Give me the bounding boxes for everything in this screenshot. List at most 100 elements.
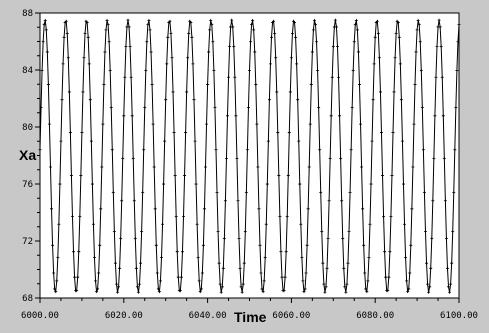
data-point [265,182,269,186]
data-point [414,50,418,54]
data-point [444,237,448,241]
data-point [42,22,46,26]
data-point [409,243,413,247]
data-point [133,237,137,241]
data-point [445,266,449,270]
data-point [331,45,335,49]
data-point [426,282,430,286]
data-point [88,98,92,102]
data-point [103,50,107,54]
data-point [300,256,304,260]
data-point [172,131,176,135]
data-point [407,287,411,291]
x-axis-title: Time [234,309,267,325]
x-tick-label: 6100.00 [440,311,478,321]
series-layer [38,18,461,294]
data-point [51,243,55,247]
data-point [52,271,56,275]
data-point [427,290,431,294]
data-point [126,18,130,22]
data-point [251,18,255,22]
data-point [370,139,374,143]
data-point [367,256,371,260]
data-point [325,266,329,270]
data-point [111,190,115,194]
data-point [422,190,426,194]
data-point [262,279,266,283]
data-point [200,271,204,275]
data-point [355,28,359,32]
data-point [123,75,127,79]
data-point [182,215,186,219]
data-point [176,275,180,279]
data-point [119,237,123,241]
data-point [173,174,177,178]
data-point [41,40,45,44]
data-point [213,106,217,110]
data-point [317,106,321,110]
data-point [392,90,396,94]
y-tick-label: 80 [22,123,33,133]
data-point [55,279,59,283]
data-point [244,190,248,194]
data-point [342,266,346,270]
data-point [169,31,173,35]
data-point [345,282,349,286]
data-point [134,266,138,270]
data-point [116,290,120,294]
data-point [338,114,342,118]
data-point [165,62,169,66]
data-point [241,282,245,286]
axis-layer: 68 72 76 80 84 88 6000.00 6020.00 6040.00 6060.00… [21,9,478,321]
data-point [110,148,114,152]
data-point [196,256,200,260]
data-point [260,287,264,291]
data-point [78,215,82,219]
data-point [231,25,235,29]
data-point [366,279,370,283]
y-tick-label: 68 [22,294,33,304]
data-point [264,222,268,226]
data-point [256,165,260,169]
data-point [270,35,273,39]
data-point [452,190,456,194]
data-point [112,230,116,234]
data-point [359,122,363,126]
data-point [145,40,149,44]
data-point [62,35,66,39]
data-point [227,75,231,79]
data-point [329,114,333,118]
data-point [185,90,189,94]
data-point [417,22,421,26]
data-point [283,275,287,279]
data-point [106,22,110,26]
data-point [302,290,306,294]
data-point [154,243,158,247]
data-point [130,114,134,118]
data-point [40,68,44,72]
data-point [162,182,166,186]
data-point [391,131,395,135]
data-point [406,290,410,294]
data-point [195,222,199,226]
data-point [334,25,338,29]
data-point [156,287,160,291]
data-point [174,215,178,219]
data-point [430,237,434,241]
data-point [280,275,284,279]
data-point [94,279,98,283]
data-point [170,56,174,60]
data-point [347,230,351,234]
data-point [390,174,394,178]
data-point [95,290,99,294]
data-point [418,40,422,44]
data-point [201,243,205,247]
data-point [228,45,232,49]
data-point [319,190,323,194]
data-point [122,114,126,118]
data-point [148,28,152,32]
data-point [212,68,216,72]
data-point [397,35,401,39]
data-point [206,82,210,86]
data-point [67,90,71,94]
